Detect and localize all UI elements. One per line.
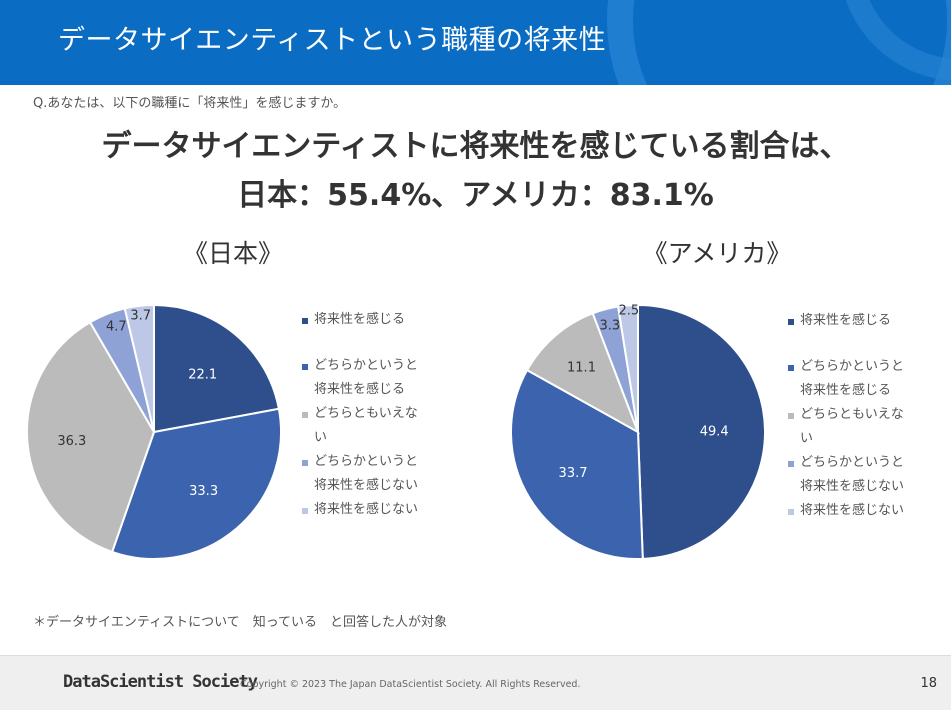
legend-item: 将来性を感じる [788, 309, 918, 333]
header-decoration [607, 0, 951, 85]
pie-slice [123, 303, 155, 433]
chart-title-japan: 《日本》 [182, 239, 283, 268]
legend-item: どちらかというと 将来性を感じない [788, 451, 918, 499]
legend-item: どちらともいえない [302, 402, 432, 450]
footnote: ＊データサイエンティストについて 知っている と回答した人が対象 [33, 615, 448, 630]
legend-label: 将来性を感じる [314, 312, 406, 327]
legend-label: 将来性を感じる [314, 382, 406, 397]
legend-label: どちらともいえな [800, 407, 904, 422]
legend-item: どちらかというと 将来性を感じる [788, 355, 918, 403]
pie-slice [110, 407, 282, 560]
pie-slice [616, 303, 639, 433]
pie-slice [637, 303, 766, 560]
slice-value-label: 49.4 [700, 425, 729, 440]
slice-value-label: 2.5 [618, 304, 639, 319]
legend-item: どちらかというと 将来性を感じない [302, 450, 432, 498]
slice-value-label: 11.1 [567, 361, 596, 376]
legend-swatch [302, 364, 308, 370]
legend-label: 将来性を感じない [800, 479, 905, 494]
legend-label: どちらかというと [314, 454, 419, 469]
legend-item: 将来性を感じない [302, 498, 432, 522]
legend-label: 将来性を感じない [800, 503, 905, 518]
legend-label: どちらかというと [314, 358, 419, 373]
legend-swatch [302, 460, 308, 466]
legend-label: 将来性を感じる [800, 383, 892, 398]
slide-title: データサイエンティストという職種の将来性 [58, 25, 607, 56]
slice-value-label: 33.7 [559, 466, 588, 481]
legend-swatch [788, 319, 794, 325]
pie-slice [153, 303, 281, 434]
slice-value-label: 3.7 [130, 308, 151, 323]
pie-slice [26, 320, 156, 554]
headline-line2: 日本：55.4%、アメリカ：83.1% [237, 178, 714, 213]
legend-japan: 将来性を感じる どちらかというと 将来性を感じる どちらともいえないどちらかというと将… [302, 308, 432, 522]
legend-label: い [800, 431, 814, 446]
slide-header: データサイエンティストという職種の将来性 [0, 0, 951, 85]
survey-question: Q.あなたは、以下の職種に「将来性」を感じますか。 [33, 96, 347, 111]
legend-label: どちらかというと [800, 455, 905, 470]
legend-usa: 将来性を感じる どちらかというと 将来性を感じる どちらともいえないどちらかというと将… [788, 309, 918, 523]
legend-label: 将来性を感じない [314, 502, 419, 517]
chart-title-usa: 《アメリカ》 [642, 239, 792, 268]
legend-swatch [302, 412, 308, 418]
legend-swatch [302, 318, 308, 324]
slice-value-label: 3.3 [599, 318, 620, 333]
slice-value-label: 22.1 [188, 367, 217, 382]
legend-swatch [302, 508, 308, 514]
page-number: 18 [920, 676, 937, 691]
copyright-text: Copyright © 2023 The Japan DataScientist… [240, 679, 581, 690]
legend-item: 将来性を感じない [788, 499, 918, 523]
legend-swatch [788, 365, 794, 371]
legend-swatch [788, 461, 794, 467]
legend-item: どちらともいえない [788, 403, 918, 451]
slice-value-label: 33.3 [189, 484, 218, 499]
legend-swatch [788, 509, 794, 515]
legend-item: 将来性を感じる [302, 308, 432, 332]
slide-footer: DataScientist Society Copyright © 2023 T… [0, 655, 951, 710]
legend-swatch [788, 413, 794, 419]
legend-label: どちらともいえな [314, 406, 418, 421]
headline-line1: データサイエンティストに将来性を感じている割合は、 [101, 129, 850, 164]
legend-item: どちらかというと 将来性を感じる [302, 354, 432, 402]
pie-slice [525, 312, 640, 435]
legend-label: 将来性を感じる [800, 313, 892, 328]
slice-value-label: 36.3 [57, 434, 86, 449]
legend-label: 将来性を感じない [314, 478, 419, 493]
legend-label: どちらかというと [800, 359, 905, 374]
brand-logo: DataScientist Society [63, 672, 258, 692]
slice-value-label: 4.7 [106, 320, 127, 335]
legend-label: い [314, 430, 328, 445]
